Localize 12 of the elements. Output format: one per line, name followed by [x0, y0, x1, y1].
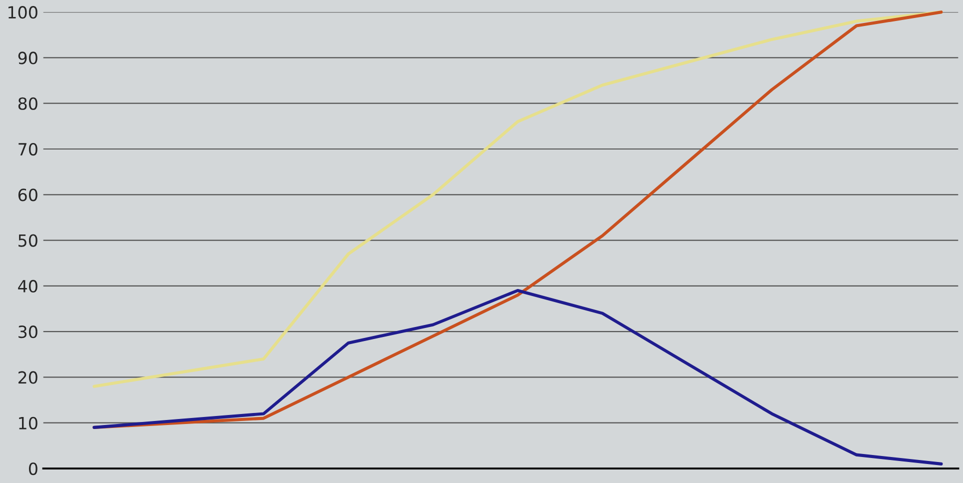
y-tick-label: 50	[18, 234, 38, 247]
y-tick-label: 90	[18, 52, 38, 64]
y-tick-label: 10	[19, 416, 38, 430]
line-series	[92, 288, 943, 466]
y-tick-label: 20	[18, 371, 38, 384]
y-tick-label: 60	[18, 188, 38, 202]
y-tick-label: 80	[18, 97, 38, 110]
y-tick-label: 70	[18, 142, 38, 156]
y-tick-label: 0	[28, 462, 38, 476]
y-tick-label: 100	[8, 6, 38, 19]
y-tick-label: 40	[18, 280, 38, 293]
y-tick-label: 30	[18, 326, 38, 338]
